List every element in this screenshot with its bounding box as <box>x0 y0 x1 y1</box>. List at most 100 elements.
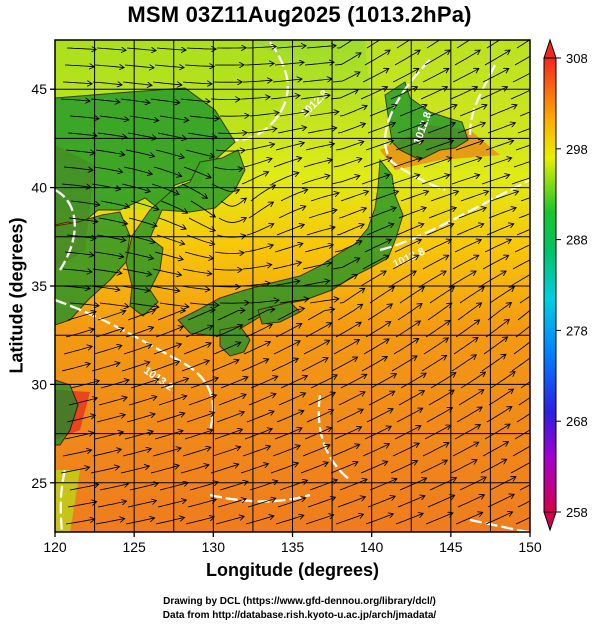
streamline <box>460 191 488 202</box>
streamline <box>99 484 128 491</box>
streamline <box>130 379 158 389</box>
streamline <box>66 415 95 423</box>
streamline <box>334 53 361 66</box>
streamline <box>481 355 506 372</box>
streamline <box>120 98 150 103</box>
streamline <box>218 218 246 223</box>
streamline <box>93 166 122 172</box>
streamline <box>484 50 510 66</box>
streamline <box>369 479 397 491</box>
streamline <box>423 158 451 168</box>
streamline <box>152 81 182 85</box>
streamline <box>304 245 333 253</box>
streamline <box>367 123 395 134</box>
streamline <box>512 259 530 270</box>
streamline <box>216 412 244 423</box>
streamline <box>367 496 395 508</box>
drawing-credit: Drawing by DCL (https://www.gfd-dennou.o… <box>163 596 436 607</box>
streamline <box>62 269 92 272</box>
streamline <box>150 98 180 103</box>
streamline <box>514 55 530 66</box>
y-tick-label: 40 <box>31 180 47 196</box>
streamline <box>392 69 419 83</box>
streamline <box>425 141 453 151</box>
streamline <box>127 501 156 508</box>
streamline <box>271 359 298 372</box>
streamline <box>453 338 478 355</box>
colorbar: 308 298 288 278 268 258 <box>543 38 588 532</box>
colorbar-tick-label: 308 <box>566 51 588 66</box>
streamline <box>482 256 508 270</box>
streamline <box>450 271 476 287</box>
streamline <box>330 462 358 474</box>
streamline <box>305 144 334 151</box>
streamline <box>424 50 450 66</box>
streamline <box>182 447 211 457</box>
streamline <box>272 262 301 270</box>
streamline <box>303 160 332 168</box>
streamline <box>125 149 154 156</box>
streamline <box>395 141 423 151</box>
streamline <box>153 344 181 355</box>
streamline <box>429 478 456 491</box>
streamline <box>455 320 479 338</box>
streamline <box>513 341 530 355</box>
streamline <box>362 256 388 270</box>
streamline <box>393 158 421 168</box>
streamline <box>242 446 270 457</box>
streamline <box>249 300 279 303</box>
streamline <box>128 217 157 226</box>
streamline <box>95 519 124 525</box>
streamline <box>339 106 367 117</box>
streamline <box>516 413 530 423</box>
y-tick-label: 45 <box>31 81 47 97</box>
streamline <box>510 274 530 287</box>
streamline <box>425 321 450 338</box>
streamline <box>99 302 129 307</box>
streamline <box>396 224 424 236</box>
streamline <box>158 396 186 406</box>
streamline <box>331 357 357 372</box>
streamline <box>484 424 510 440</box>
streamline <box>331 176 360 185</box>
streamline <box>92 449 121 457</box>
x-tick-label: 145 <box>439 539 463 555</box>
streamline <box>457 495 484 508</box>
y-axis-label: Latitude (degrees) <box>6 217 27 374</box>
streamline <box>122 268 151 275</box>
streamline <box>279 480 307 491</box>
streamline <box>246 47 276 49</box>
streamline <box>218 395 246 406</box>
streamline <box>245 144 274 151</box>
streamline <box>64 251 94 255</box>
streamline <box>66 48 96 50</box>
streamline <box>99 115 129 120</box>
streamline <box>92 268 122 273</box>
streamline <box>187 132 217 137</box>
streamline <box>128 397 157 406</box>
y-tick-label: 30 <box>31 376 47 392</box>
streamline <box>183 343 211 355</box>
streamline <box>486 407 512 423</box>
streamline <box>185 149 214 157</box>
streamline <box>391 175 419 185</box>
streamline <box>244 63 274 65</box>
streamline <box>360 462 387 474</box>
streamline <box>363 339 389 355</box>
streamline <box>217 499 246 508</box>
streamline <box>100 200 129 207</box>
streamline <box>185 517 214 525</box>
x-tick-label: 130 <box>202 539 226 555</box>
streamline <box>126 48 156 51</box>
streamline <box>65 519 94 525</box>
streamline <box>120 466 149 474</box>
streamline <box>277 309 304 321</box>
streamline <box>190 200 215 217</box>
streamline <box>456 407 482 423</box>
streamline <box>301 176 330 185</box>
streamline <box>270 281 299 287</box>
streamline <box>96 234 125 240</box>
streamline <box>393 339 418 355</box>
streamline <box>370 191 398 202</box>
